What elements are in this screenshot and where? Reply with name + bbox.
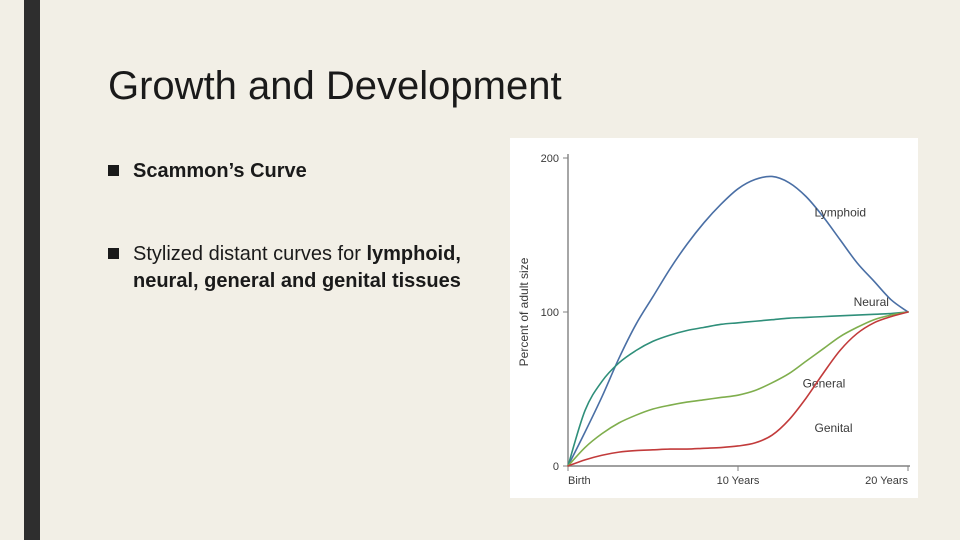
svg-text:10 Years: 10 Years [717, 475, 760, 487]
bullet-item: Stylized distant curves for lymphoid, ne… [108, 241, 468, 295]
scammon-chart: 0 100 200 Percent of adult size Birth 10 Year… [510, 138, 918, 498]
slide: Growth and Development Scammon’s Curve S… [0, 0, 960, 540]
bullet-text: Scammon’s Curve [133, 158, 307, 185]
svg-text:0: 0 [553, 461, 559, 473]
slide-title: Growth and Development [108, 64, 562, 109]
accent-bar [24, 0, 40, 540]
bullet-item: Scammon’s Curve [108, 158, 468, 185]
svg-text:20 Years: 20 Years [865, 475, 908, 487]
chart-svg: 0 100 200 Percent of adult size Birth 10 Year… [510, 138, 918, 498]
bullet-marker-icon [108, 248, 119, 259]
svg-text:Neural: Neural [854, 295, 889, 309]
svg-text:200: 200 [541, 153, 559, 165]
svg-text:Birth: Birth [568, 475, 591, 487]
svg-text:100: 100 [541, 307, 559, 319]
bullet-list: Scammon’s Curve Stylized distant curves … [108, 158, 468, 351]
svg-text:Lymphoid: Lymphoid [815, 206, 867, 220]
svg-text:Percent of adult size: Percent of adult size [517, 257, 531, 366]
svg-text:General: General [803, 376, 846, 390]
svg-text:Genital: Genital [815, 421, 853, 435]
bullet-text: Stylized distant curves for lymphoid, ne… [133, 241, 468, 295]
bullet-marker-icon [108, 165, 119, 176]
